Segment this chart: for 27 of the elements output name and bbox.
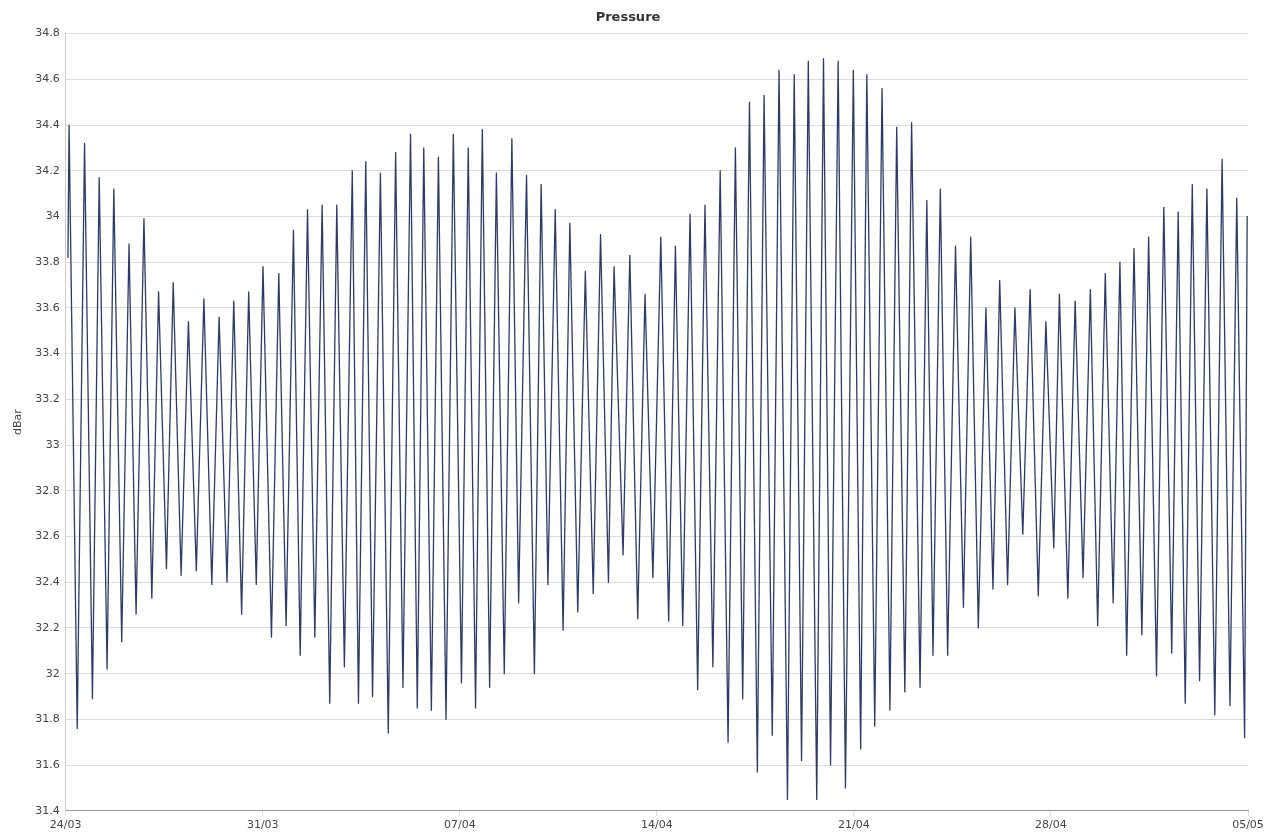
x-tick-label: 28/04	[1035, 818, 1067, 832]
y-tick-label: 33.8	[35, 255, 60, 269]
y-tick-label: 33.2	[35, 392, 60, 406]
y-tick-label: 32.8	[35, 483, 60, 497]
y-tick-label: 31.6	[35, 757, 60, 771]
y-tick-label: 31.8	[35, 712, 60, 726]
x-tick-label: 21/04	[838, 818, 870, 832]
y-tick-label: 32.2	[35, 620, 60, 634]
y-tick-label: 33.6	[35, 300, 60, 314]
x-tick-label: 05/05	[1232, 818, 1264, 832]
x-tick-label: 31/03	[246, 818, 279, 832]
y-axis-title: dBar	[11, 408, 25, 436]
y-tick-label: 34.4	[35, 117, 60, 131]
y-tick-label: 32.4	[35, 575, 60, 589]
y-tick-label: 33.4	[35, 346, 60, 360]
y-tick-label: 33	[45, 437, 60, 451]
y-tick-label: 34.2	[35, 163, 60, 177]
y-tick-label: 34	[45, 209, 60, 223]
y-tick-label: 32	[45, 666, 60, 680]
x-tick-label: 24/03	[49, 818, 82, 832]
y-tick-label: 32.6	[35, 529, 60, 543]
y-tick-label: 31.4	[35, 803, 60, 817]
y-tick-label: 34.6	[35, 72, 60, 86]
x-tick-label: 07/04	[443, 818, 476, 832]
chart-title: Pressure	[595, 9, 661, 25]
y-tick-label: 34.8	[35, 26, 60, 40]
x-tick-label: 14/04	[640, 818, 673, 832]
